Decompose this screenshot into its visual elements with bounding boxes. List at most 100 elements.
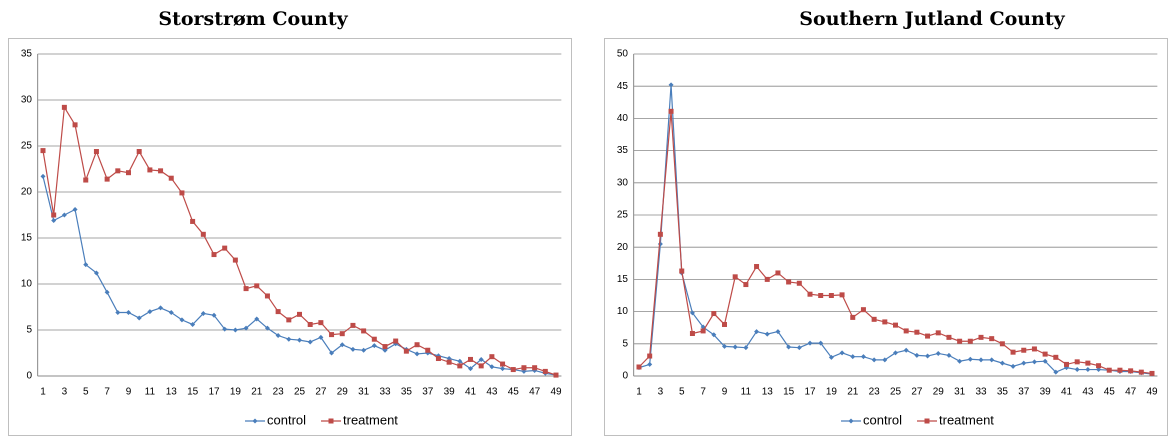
data-point (275, 333, 281, 339)
data-point (914, 352, 920, 358)
data-point (764, 331, 770, 337)
data-point (468, 356, 473, 362)
data-point (243, 286, 249, 292)
data-point (914, 329, 920, 335)
data-point (457, 363, 463, 369)
x-tick-label: 43 (1082, 387, 1094, 398)
data-point (657, 241, 663, 247)
x-tick-label: 35 (997, 387, 1009, 398)
x-tick-label: 49 (1146, 387, 1158, 398)
x-tick-label: 23 (273, 387, 285, 398)
x-tick-label: 11 (145, 387, 156, 398)
data-point (764, 276, 770, 282)
data-point (329, 350, 335, 356)
data-point (83, 262, 89, 268)
data-point (999, 341, 1005, 347)
data-point (989, 336, 995, 342)
data-point (126, 170, 131, 176)
data-point (339, 331, 345, 337)
data-point (350, 346, 356, 352)
data-point (1010, 363, 1016, 369)
x-tick-label: 15 (187, 387, 199, 398)
data-point (521, 365, 527, 371)
data-point (147, 167, 153, 173)
data-point (935, 330, 941, 336)
data-point (72, 122, 78, 128)
x-tick-label: 17 (804, 387, 816, 398)
data-point (115, 310, 121, 316)
data-point (286, 336, 292, 342)
data-point (478, 363, 484, 369)
data-point (510, 367, 516, 373)
data-point (957, 338, 963, 344)
data-point (689, 310, 695, 316)
data-point (158, 168, 164, 174)
data-point (679, 268, 685, 274)
data-point (689, 330, 695, 336)
data-point (211, 252, 217, 258)
legend-marker (328, 418, 334, 424)
data-point (743, 345, 749, 351)
chart-title: Southern Jutland County (799, 8, 1065, 30)
data-point (732, 274, 738, 280)
legend-marker (848, 418, 854, 424)
x-tick-label: 25 (890, 387, 902, 398)
x-tick-label: 5 (83, 387, 89, 398)
data-point (104, 289, 110, 295)
x-tick-label: 19 (230, 387, 242, 398)
legend-marker (924, 418, 930, 424)
data-point (1021, 347, 1027, 353)
x-tick-label: 35 (401, 387, 413, 398)
data-point (286, 317, 292, 323)
data-point (190, 321, 196, 327)
data-point (468, 366, 473, 372)
data-point (978, 357, 984, 363)
data-point (1021, 360, 1027, 366)
data-point (350, 322, 356, 328)
data-point (147, 309, 153, 315)
data-point (200, 310, 206, 316)
x-tick-label: 3 (658, 387, 664, 398)
x-tick-label: 5 (679, 387, 685, 398)
series-line (42, 176, 557, 376)
x-tick-label: 9 (126, 387, 132, 398)
data-point (93, 270, 99, 276)
data-point (647, 353, 653, 359)
data-point (807, 340, 813, 346)
data-point (636, 364, 642, 370)
x-tick-label: 3 (62, 387, 68, 398)
y-tick-label: 0 (26, 371, 32, 382)
x-tick-label: 9 (722, 387, 728, 398)
data-point (786, 279, 792, 285)
data-point (254, 283, 260, 289)
x-tick-label: 1 (40, 387, 46, 398)
data-point (722, 321, 727, 327)
data-point (1053, 354, 1059, 360)
data-point (51, 212, 57, 218)
series-line (42, 105, 557, 376)
x-tick-label: 1 (636, 387, 642, 398)
data-point (828, 354, 834, 360)
data-point (818, 293, 824, 298)
x-tick-label: 17 (208, 387, 220, 398)
data-point (657, 231, 663, 237)
x-tick-label: 39 (1040, 387, 1052, 398)
x-tick-label: 13 (762, 387, 774, 398)
data-point (500, 366, 506, 372)
data-point (743, 282, 749, 288)
y-tick-label: 35 (617, 145, 629, 156)
data-point (435, 356, 441, 362)
data-point (222, 245, 228, 251)
data-point (647, 361, 653, 367)
y-tick-label: 15 (617, 274, 629, 285)
x-tick-label: 31 (954, 387, 966, 398)
legend-label: control (863, 412, 902, 427)
data-point (711, 332, 717, 338)
data-point (732, 344, 738, 350)
x-tick-label: 27 (911, 387, 923, 398)
y-tick-label: 5 (26, 325, 32, 336)
data-point (957, 358, 963, 364)
y-tick-label: 5 (622, 338, 628, 349)
data-point (126, 310, 131, 316)
